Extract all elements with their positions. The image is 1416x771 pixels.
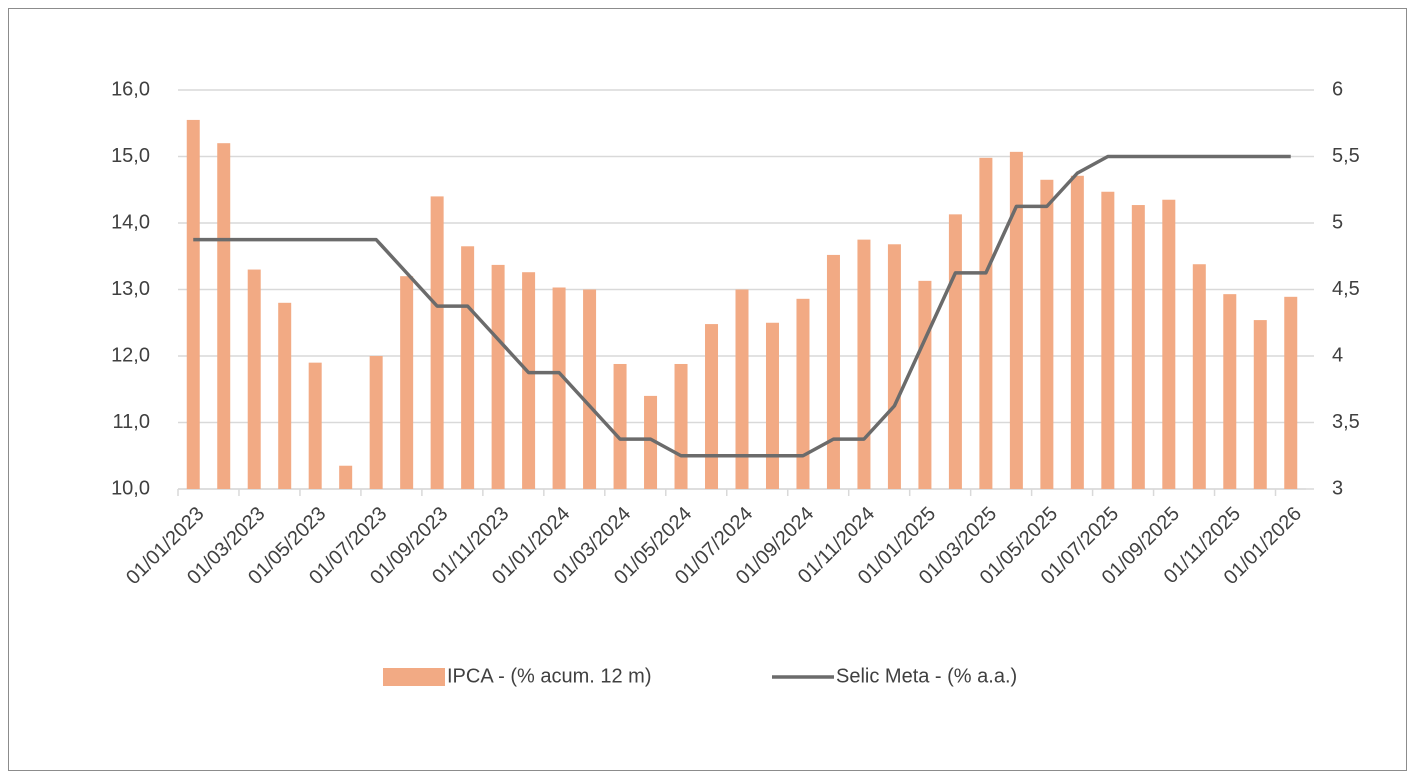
y-tick-label: 14,0 (111, 211, 150, 233)
bar (1070, 175, 1084, 489)
y-tick-label: 11,0 (113, 411, 150, 433)
bar (765, 322, 779, 489)
bar (186, 119, 200, 490)
bar (430, 196, 444, 489)
bar (491, 264, 505, 489)
line (193, 154, 1291, 458)
bar (979, 157, 993, 489)
y2-tick-label: 3 (1332, 477, 1343, 499)
bar (339, 465, 353, 489)
y2-tick-label: 5 (1332, 211, 1343, 233)
legend-label: Selic Meta - (% a.a.) (836, 665, 1017, 687)
y2-tick-label: 4 (1332, 344, 1343, 366)
bar (918, 280, 932, 489)
y-tick-label: 10,0 (111, 477, 150, 499)
bar (948, 214, 962, 490)
bar (735, 289, 749, 489)
bar (1101, 191, 1115, 489)
bar (1253, 320, 1267, 489)
bar (613, 363, 627, 489)
bar (1009, 151, 1023, 489)
legend-label: IPCA - (% acum. 12 m) (447, 665, 652, 687)
bar (369, 356, 383, 489)
bar (1131, 205, 1145, 490)
bar (461, 246, 475, 489)
bar (583, 289, 597, 489)
y-tick-label: 12,0 (111, 344, 150, 366)
bar (308, 362, 322, 489)
bar (522, 272, 536, 489)
legend-swatch (383, 668, 445, 686)
y2-tick-label: 5,5 (1332, 145, 1360, 167)
bar (400, 276, 414, 489)
bar (857, 239, 871, 489)
bar (887, 244, 901, 489)
bar (826, 254, 840, 489)
bar (705, 324, 719, 489)
y-tick-label: 13,0 (111, 278, 150, 300)
bar (1284, 296, 1298, 489)
y2-tick-label: 6 (1332, 78, 1343, 100)
y-tick-label: 15,0 (111, 145, 150, 167)
bar (278, 302, 292, 489)
bar (1162, 199, 1176, 489)
bar (1040, 179, 1054, 489)
y2-tick-label: 3,5 (1332, 411, 1360, 433)
y2-tick-label: 4,5 (1332, 278, 1360, 300)
y-tick-label: 16,0 (111, 78, 150, 100)
bar (552, 287, 566, 489)
bar (1192, 264, 1206, 489)
bar (217, 143, 231, 489)
bar (644, 395, 658, 489)
bar (247, 269, 261, 489)
bar (1223, 294, 1237, 489)
bar (674, 363, 688, 489)
bar (796, 298, 810, 489)
